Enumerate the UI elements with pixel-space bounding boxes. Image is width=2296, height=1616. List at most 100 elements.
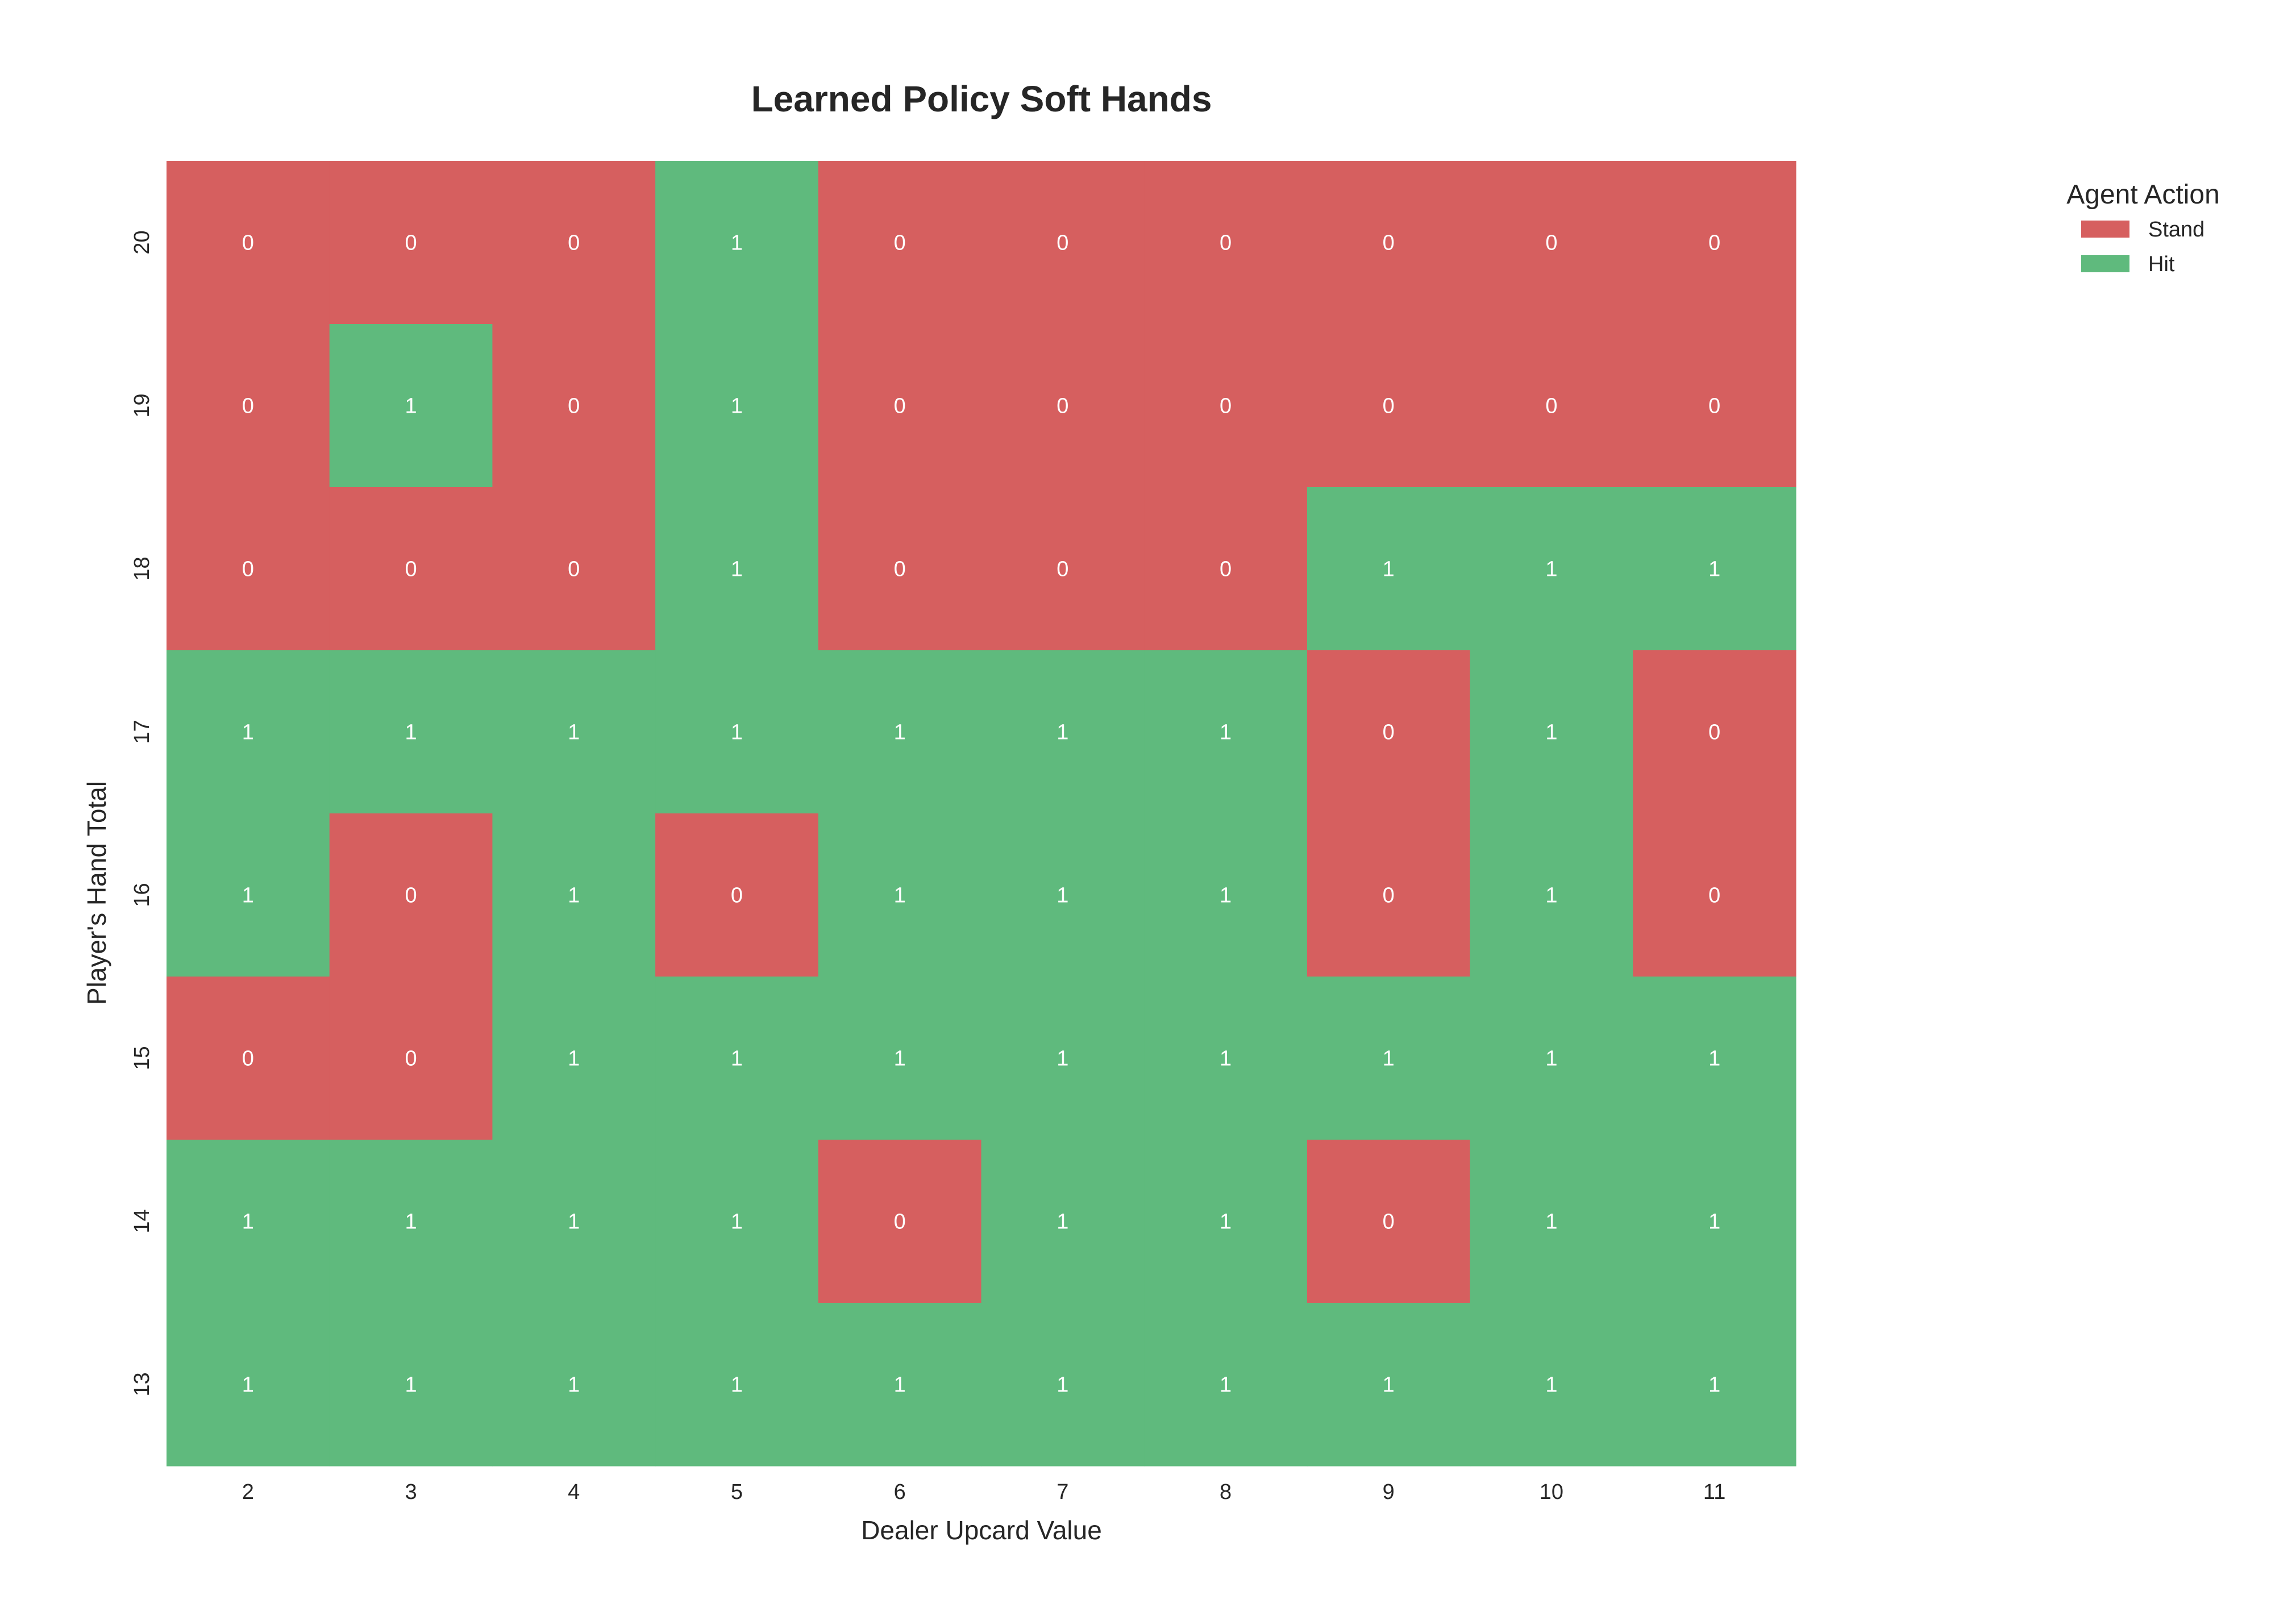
- cell-value-label: 0: [405, 231, 417, 255]
- heatmap-cell: [492, 487, 656, 651]
- cell-value-label: 0: [405, 558, 417, 581]
- heatmap-cell: [818, 324, 982, 488]
- cell-value-label: 1: [731, 231, 743, 255]
- x-tick-label: 10: [1540, 1480, 1563, 1504]
- y-tick-label: 18: [130, 556, 154, 580]
- heatmap-cell: [1633, 977, 1796, 1140]
- legend-swatch: [2081, 255, 2129, 272]
- cell-value-label: 1: [1220, 884, 1232, 908]
- heatmap-cell: [1144, 977, 1308, 1140]
- heatmap-cell: [167, 813, 330, 977]
- cell-value-label: 0: [894, 231, 906, 255]
- cell-value-label: 1: [568, 1210, 580, 1234]
- cell-value-label: 1: [731, 1047, 743, 1071]
- cell-value-label: 0: [1057, 231, 1068, 255]
- x-tick-label: 7: [1057, 1480, 1068, 1504]
- x-tick-label: 9: [1383, 1480, 1395, 1504]
- heatmap-cell: [1144, 650, 1308, 814]
- cell-value-label: 1: [894, 1047, 906, 1071]
- x-axis-label: Dealer Upcard Value: [861, 1515, 1102, 1545]
- heatmap-cell: [1144, 487, 1308, 651]
- y-tick-label: 16: [130, 883, 154, 907]
- heatmap-cell: [818, 650, 982, 814]
- heatmap-cell: [818, 977, 982, 1140]
- cell-value-label: 0: [1220, 558, 1232, 581]
- cell-value-label: 1: [568, 1047, 580, 1071]
- heatmap-cell: [1470, 1140, 1633, 1303]
- cell-value-label: 1: [1383, 1047, 1395, 1071]
- y-tick-label: 15: [130, 1046, 154, 1070]
- cell-value-label: 1: [894, 884, 906, 908]
- legend: Agent Action Stand Hit: [2066, 180, 2220, 276]
- heatmap-cell: [167, 161, 330, 325]
- cell-value-label: 1: [405, 1210, 417, 1234]
- heatmap-cell: [1633, 324, 1796, 488]
- cell-value-label: 1: [1383, 1373, 1395, 1397]
- heatmap-cell: [1144, 324, 1308, 488]
- cell-value-label: 0: [242, 558, 254, 581]
- cell-value-label: 1: [405, 394, 417, 418]
- heatmap-cell: [981, 324, 1145, 488]
- heatmap-cell: [655, 977, 819, 1140]
- heatmap-cell: [1470, 161, 1633, 325]
- cell-value-label: 1: [1545, 721, 1557, 745]
- heatmap-cell: [1633, 650, 1796, 814]
- y-tick-label: 14: [130, 1209, 154, 1233]
- heatmap-cell: [655, 813, 819, 977]
- heatmap-cell: [1144, 161, 1308, 325]
- cell-value-label: 0: [731, 884, 743, 908]
- x-tick-label: 11: [1703, 1480, 1725, 1504]
- cell-value-label: 0: [1057, 394, 1068, 418]
- cell-value-label: 0: [894, 1210, 906, 1234]
- cell-value-label: 1: [1545, 884, 1557, 908]
- cell-value-label: 1: [894, 1373, 906, 1397]
- cell-value-label: 0: [894, 394, 906, 418]
- x-tick-label: 5: [731, 1480, 743, 1504]
- heatmap-cell: [1307, 1140, 1471, 1303]
- heatmap-cell: [1470, 813, 1633, 977]
- cell-value-label: 0: [1545, 231, 1557, 255]
- heatmap-cell: [1633, 1140, 1796, 1303]
- cell-value-label: 1: [1220, 1210, 1232, 1234]
- heatmap-cell: [167, 324, 330, 488]
- cell-value-label: 1: [1708, 1373, 1720, 1397]
- heatmap-cell: [1633, 813, 1796, 977]
- heatmap-cell: [167, 1140, 330, 1303]
- cell-value-label: 0: [1383, 394, 1395, 418]
- heatmap-cell: [981, 650, 1145, 814]
- cell-value-label: 0: [568, 231, 580, 255]
- cell-value-label: 1: [894, 721, 906, 745]
- cell-value-label: 0: [1383, 231, 1395, 255]
- legend-entry-label: Hit: [2148, 252, 2175, 276]
- heatmap-cell: [981, 161, 1145, 325]
- heatmap-cell: [1307, 324, 1471, 488]
- heatmap-cell: [492, 650, 656, 814]
- heatmap-cell: [1633, 161, 1796, 325]
- cell-value-label: 0: [405, 1047, 417, 1071]
- cell-value-label: 1: [1220, 1373, 1232, 1397]
- cell-value-label: 1: [568, 884, 580, 908]
- heatmap-cell: [655, 324, 819, 488]
- cell-value-label: 0: [1545, 394, 1557, 418]
- heatmap-cell: [167, 487, 330, 651]
- cell-value-label: 1: [242, 1373, 254, 1397]
- heatmap-cell: [1633, 1303, 1796, 1467]
- heatmap-cell: [492, 324, 656, 488]
- y-tick-label: 19: [130, 393, 154, 417]
- legend-entries: Stand Hit: [2081, 218, 2205, 276]
- cell-value-label: 1: [1545, 1047, 1557, 1071]
- heatmap-cell: [329, 1140, 493, 1303]
- cell-value-label: 1: [1708, 1047, 1720, 1071]
- x-tick-label: 8: [1220, 1480, 1232, 1504]
- legend-swatch: [2081, 221, 2129, 238]
- cell-value-label: 1: [568, 721, 580, 745]
- heatmap-cell: [1307, 161, 1471, 325]
- cell-value-label: 1: [1057, 1047, 1068, 1071]
- x-tick-label: 2: [242, 1480, 254, 1504]
- heatmap-cell: [1307, 1303, 1471, 1467]
- heatmap-cell: [655, 1140, 819, 1303]
- cell-value-label: 1: [568, 1373, 580, 1397]
- heatmap-cell: [492, 977, 656, 1140]
- cell-value-label: 1: [731, 1210, 743, 1234]
